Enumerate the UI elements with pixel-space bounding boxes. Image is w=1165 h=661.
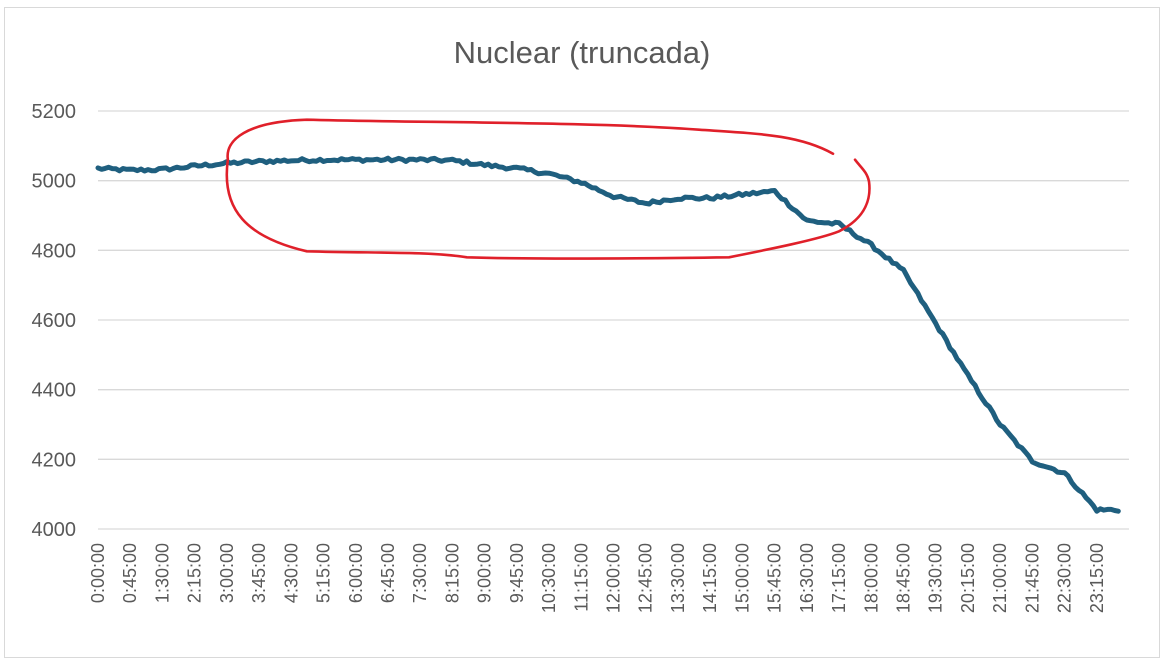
x-tick-label: 4:30:00: [281, 543, 301, 603]
x-tick-label: 0:00:00: [88, 543, 108, 603]
x-tick-label: 15:45:00: [765, 543, 785, 613]
y-tick-label: 4000: [32, 519, 77, 541]
x-tick-label: 22:30:00: [1055, 543, 1075, 613]
gridlines: [98, 110, 1129, 530]
y-tick-label: 4200: [32, 449, 77, 471]
x-tick-label: 10:30:00: [539, 543, 559, 613]
x-tick-label: 6:00:00: [346, 543, 366, 603]
annotation-layer: [225, 118, 871, 260]
x-tick-label: 3:45:00: [249, 543, 269, 603]
chart-title: Nuclear (truncada): [454, 35, 711, 70]
x-tick-label: 1:30:00: [152, 543, 172, 603]
x-tick-label: 14:15:00: [700, 543, 720, 613]
x-tick-label: 15:00:00: [732, 543, 752, 613]
x-tick-label: 5:15:00: [314, 543, 334, 603]
series-line-0: [95, 155, 1121, 514]
series-layer: [95, 155, 1121, 514]
x-tick-label: 18:00:00: [861, 543, 881, 613]
chart-frame: [4, 7, 1160, 658]
x-tick-label: 12:45:00: [636, 543, 656, 613]
y-tick-label: 4400: [32, 380, 77, 402]
x-tick-label: 9:45:00: [507, 543, 527, 603]
x-tick-label: 3:00:00: [217, 543, 237, 603]
y-tick-label: 5200: [32, 101, 77, 123]
x-tick-label: 18:45:00: [894, 543, 914, 613]
x-tick-label: 11:15:00: [571, 543, 591, 612]
y-tick-label: 4800: [32, 240, 77, 262]
x-tick-label: 16:30:00: [797, 543, 817, 613]
x-tick-label: 7:30:00: [410, 543, 430, 603]
x-tick-label: 19:30:00: [926, 543, 946, 613]
y-axis-ticks: 4000 4200 4400 4600 4800 5000 5200: [32, 101, 77, 541]
y-tick-label: 5000: [32, 171, 77, 193]
x-tick-label: 17:15:00: [829, 543, 849, 613]
x-tick-label: 21:00:00: [990, 543, 1010, 613]
x-tick-label: 21:45:00: [1022, 543, 1042, 613]
x-tick-label: 2:15:00: [185, 543, 205, 603]
y-tick-label: 4600: [32, 310, 77, 332]
x-tick-label: 6:45:00: [378, 543, 398, 603]
red-ellipse-annotation: [225, 118, 871, 260]
x-tick-label: 12:00:00: [604, 543, 624, 613]
x-tick-label: 23:15:00: [1087, 543, 1107, 613]
x-tick-label: 20:15:00: [958, 543, 978, 613]
x-tick-label: 0:45:00: [120, 543, 140, 603]
x-tick-label: 9:00:00: [475, 543, 495, 603]
x-tick-label: 8:15:00: [442, 543, 462, 603]
x-axis-ticks: 0:00:00 0:45:00 1:30:00 2:15:00 3:00:00 3:45:…: [88, 543, 1107, 613]
x-tick-label: 13:30:00: [668, 543, 688, 613]
